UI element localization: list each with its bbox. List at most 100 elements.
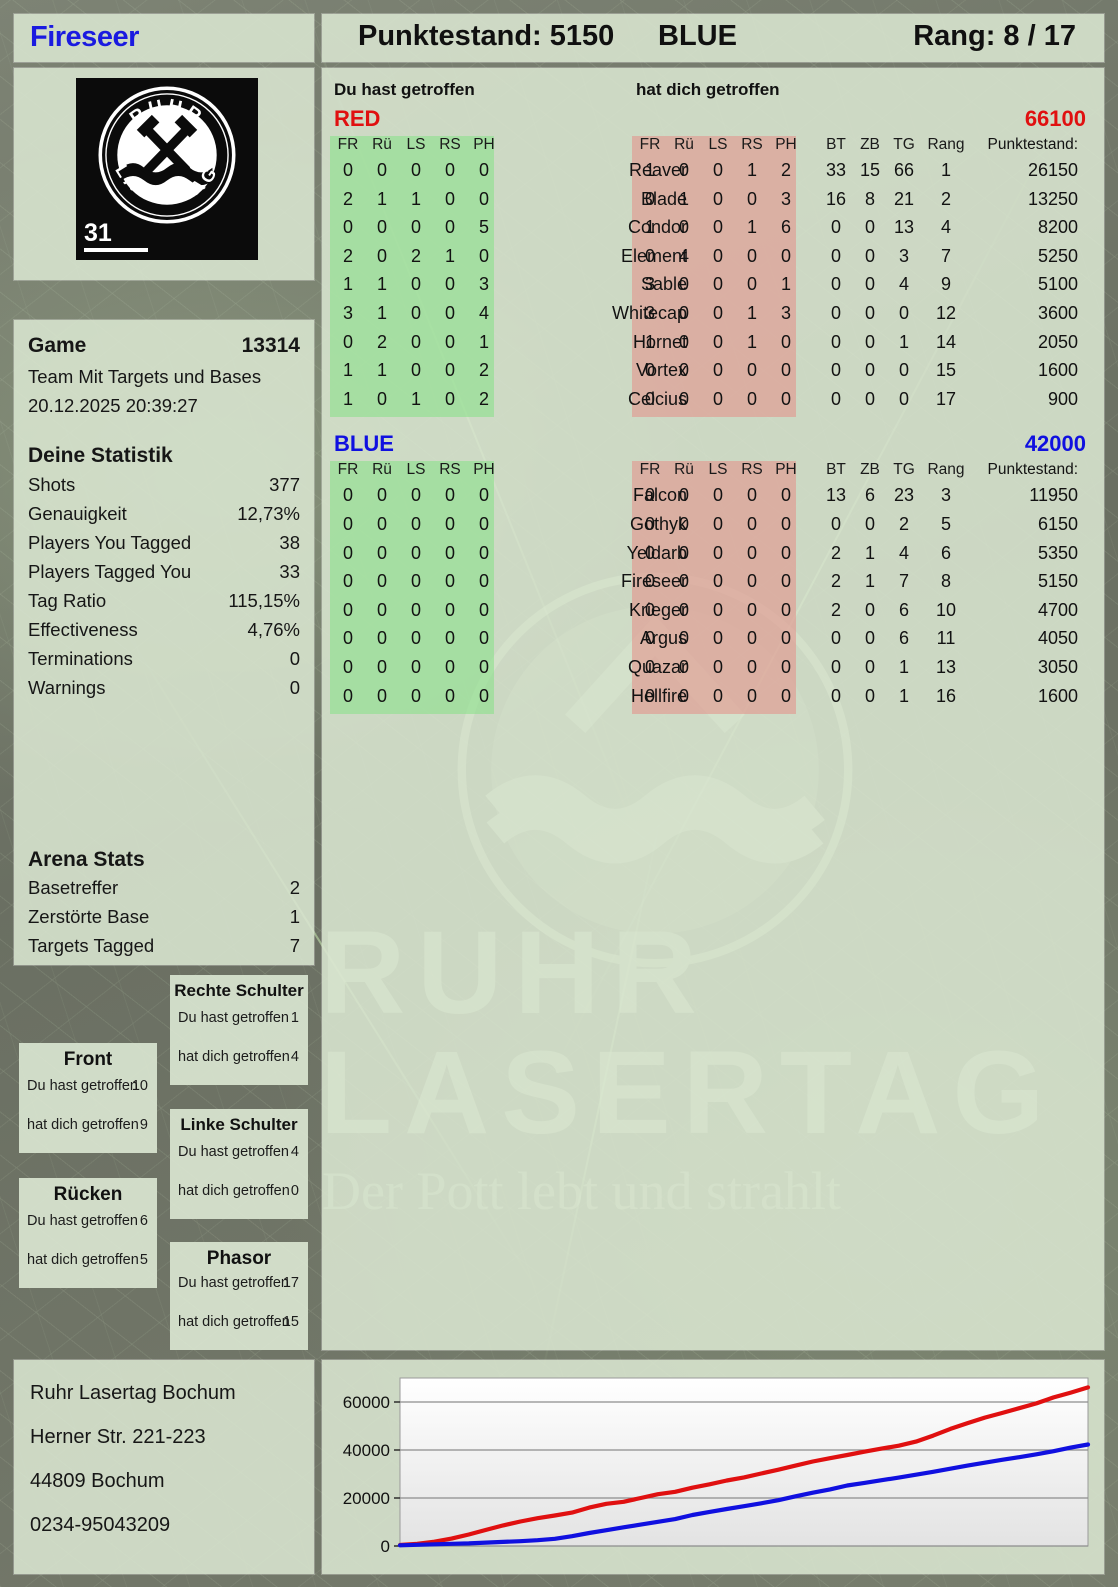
table-row[interactable]: 2 1 1 0 0 Blade 0 1 0 0 3 16 8 21 2 13250: [322, 189, 1104, 216]
cell-them-LS: 0: [712, 160, 723, 180]
cell-tg: 0: [898, 303, 909, 323]
cell-tg: 0: [898, 388, 909, 409]
col-header-TG: TG: [893, 461, 915, 479]
hitzone-tagged-label: Du hast getroffen: [27, 1213, 138, 1229]
cell-you-PH: 0: [478, 571, 489, 592]
cell-them-RS: 0: [746, 188, 757, 209]
cell-them-PH: 0: [780, 245, 791, 266]
col-header-BT: BT: [826, 461, 846, 479]
cell-you-FR: 0: [342, 514, 353, 534]
cell-you-Rü: 0: [376, 217, 387, 238]
table-row[interactable]: 0 0 0 0 0 Yeldarb 0 0 0 0 0 2 1 4 6 5350: [322, 543, 1104, 570]
cell-them-PH: 1: [780, 274, 791, 295]
team-name-red: RED: [334, 106, 381, 131]
table-row[interactable]: 1 1 0 0 2 Vortex 0 0 0 0 0 0 0 0 15 1600: [322, 360, 1104, 387]
col-header-punktestand: Punktestand:: [987, 461, 1078, 479]
cell-them-RS: 0: [746, 485, 757, 506]
table-row[interactable]: 0 0 0 0 0 Fireseer 0 0 0 0 0 2 1 7 8 5150: [322, 571, 1104, 598]
chart-ytick-label-0: 0: [381, 1537, 390, 1556]
hitzone-title: Rechte Schulter: [174, 981, 304, 1000]
cell-rang: 13: [935, 657, 957, 677]
ruhr-lasertag-logo-icon: RUHR LASERTAG: [98, 86, 236, 224]
highlight-band-you-tagged: [330, 461, 494, 715]
page-title: Fireseer: [30, 21, 139, 53]
cell-tg: 66: [893, 160, 915, 180]
table-row[interactable]: 0 0 0 0 0 Gothyk 0 0 0 0 0 0 0 2 5 6150: [322, 514, 1104, 541]
cell-you-LS: 0: [410, 360, 421, 381]
team-name-blue: BLUE: [334, 431, 394, 457]
cell-them-LS: 0: [712, 331, 723, 352]
table-row[interactable]: 1 1 0 0 3 Sable 3 0 0 0 1 0 0 4 9 5100: [322, 274, 1104, 301]
hitzone-taggedby-label: hat dich getroffen: [178, 1183, 290, 1199]
table-row[interactable]: 0 0 0 0 0 Falcon 0 0 0 0 0 13 6 23 3 11950: [322, 485, 1104, 512]
table-row[interactable]: 0 0 0 0 0 Quazar 0 0 0 0 0 0 0 1 13 3050: [322, 657, 1104, 684]
hitzone-tagged-value: 17: [282, 1275, 299, 1291]
cell-tg: 6: [898, 599, 909, 620]
cell-them-LS: 0: [712, 514, 723, 534]
cell-you-RS: 1: [444, 245, 455, 266]
cell-you-FR: 0: [342, 657, 353, 677]
cell-bt: 2: [830, 599, 841, 620]
cell-punktestand: 1600: [1037, 685, 1078, 706]
cell-you-FR: 0: [342, 599, 353, 620]
cell-you-RS: 0: [444, 657, 455, 677]
cell-them-RS: 1: [746, 331, 757, 352]
hitzone-taggedby-label: hat dich getroffen: [27, 1117, 139, 1133]
cell-you-LS: 0: [410, 514, 421, 534]
player-name: Yeldarb: [626, 542, 687, 563]
arena-value: 1: [289, 906, 300, 927]
cell-them-FR: 1: [644, 217, 655, 238]
stat-label: Genauigkeit: [28, 503, 127, 524]
cell-bt: 0: [830, 657, 841, 677]
player-name-panel: Fireseer: [14, 14, 314, 62]
hitzone-title: Linke Schulter: [180, 1115, 298, 1134]
cell-you-FR: 0: [342, 542, 353, 563]
table-row[interactable]: 0 0 0 0 0 Krieger 0 0 0 0 0 2 0 6 10 4700: [322, 600, 1104, 627]
player-name: Hornet: [632, 331, 687, 352]
cell-you-Rü: 0: [376, 628, 387, 649]
rank-label: Rang: 8 / 17: [913, 20, 1076, 52]
cell-you-FR: 2: [342, 188, 353, 209]
chart-line-red: [397, 1385, 1091, 1548]
col-header-you-RS: RS: [439, 461, 461, 479]
cell-you-RS: 0: [444, 188, 455, 209]
table-row[interactable]: 0 2 0 0 1 Hornet 1 0 0 1 0 0 0 1 14 2050: [322, 332, 1104, 359]
cell-them-Rü: 0: [678, 331, 689, 352]
cell-zb: 8: [864, 188, 875, 209]
player-name: Krieger: [628, 599, 687, 620]
table-row[interactable]: 1 0 1 0 2 Celcius 0 0 0 0 0 0 0 0 17 900: [322, 389, 1104, 416]
highlight-band-you-tagged: [330, 136, 494, 418]
cell-them-FR: 0: [644, 628, 655, 649]
cell-you-PH: 2: [478, 360, 489, 381]
cell-you-FR: 0: [342, 628, 353, 649]
cell-you-RS: 0: [444, 388, 455, 409]
stat-value: 115,15%: [228, 590, 300, 611]
cell-them-RS: 0: [746, 599, 757, 620]
logo-corner-bar: [84, 248, 148, 252]
arena-stats-title: Arena Stats: [28, 848, 145, 871]
table-row[interactable]: 0 0 0 0 0 Hellfire 0 0 0 0 0 0 0 1 16 1600: [322, 686, 1104, 713]
table-row[interactable]: 0 0 0 0 0 Argus 0 0 0 0 0 0 0 6 11 4050: [322, 628, 1104, 655]
table-row[interactable]: 0 0 0 0 5 Condor 1 0 0 1 6 0 0 13 4 8200: [322, 217, 1104, 244]
cell-them-LS: 0: [712, 274, 723, 295]
hitzone-title: Phasor: [206, 1248, 272, 1269]
table-row[interactable]: 2 0 2 1 0 Element 0 4 0 0 0 0 0 3 7 5250: [322, 246, 1104, 273]
col-header-you-LS: LS: [406, 136, 426, 153]
cell-you-PH: 0: [478, 514, 489, 534]
cell-punktestand: 5250: [1037, 245, 1078, 266]
stat-label: Players You Tagged: [28, 532, 192, 553]
chart-ytick-label-20000: 20000: [343, 1489, 390, 1508]
stat-label: Effectiveness: [28, 619, 138, 640]
cell-zb: 0: [864, 657, 875, 677]
hitzone-tagged-value: 6: [139, 1213, 148, 1229]
cell-you-FR: 0: [342, 685, 353, 706]
table-row[interactable]: 0 0 0 0 0 Reaver 1 0 0 1 2 33 15 66 1 26150: [322, 160, 1104, 187]
cell-bt: 0: [830, 217, 841, 238]
cell-you-RS: 0: [444, 360, 455, 381]
cell-zb: 0: [864, 274, 875, 295]
table-row[interactable]: 3 1 0 0 4 Whitecap 3 0 0 1 3 0 0 0 12 3600: [322, 303, 1104, 330]
cell-punktestand: 11950: [1029, 485, 1078, 506]
cell-tg: 7: [898, 571, 909, 592]
cell-them-Rü: 0: [678, 274, 689, 295]
hitzone-phasor: Phasor Du hast getroffen 17 hat dich get…: [170, 1242, 308, 1350]
